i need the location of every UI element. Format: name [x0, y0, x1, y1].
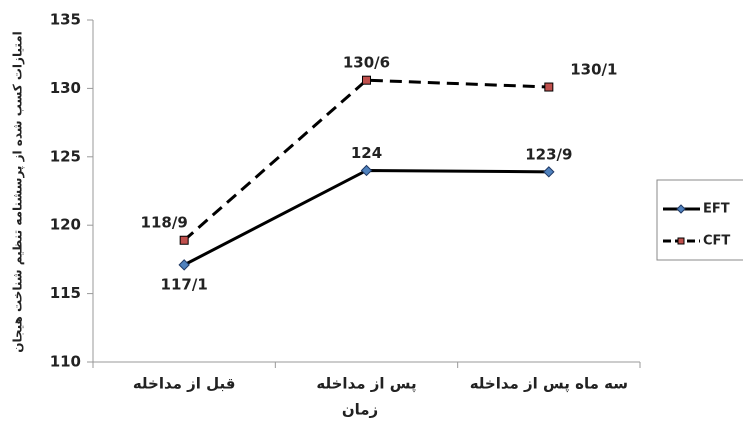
y-tick-label: 120 [50, 216, 81, 234]
legend-marker [676, 204, 686, 214]
y-axis-label: امتیازات کسب شده از پرسشنامه تنظیم شناخت… [11, 31, 25, 353]
x-tick-label: قبل از مداخله [133, 375, 236, 393]
data-label: 118/9 [141, 214, 188, 232]
y-tick-label: 130 [50, 79, 81, 97]
data-label: 117/1 [161, 275, 208, 293]
legend-marker [677, 237, 685, 245]
legend-label: CFT [703, 234, 730, 249]
x-axis-label: زمان [342, 401, 378, 419]
data-label: 130/1 [570, 61, 617, 79]
marker [178, 259, 190, 271]
series-line [183, 168, 549, 267]
marker [543, 166, 555, 178]
marker [544, 82, 554, 92]
series-line [183, 78, 549, 242]
data-label: 124 [351, 144, 382, 162]
marker [179, 235, 189, 245]
x-tick-label: پس از مداخله [316, 375, 416, 394]
data-label: 130/6 [343, 54, 390, 72]
y-tick-label: 115 [50, 284, 81, 302]
y-tick-label: 125 [50, 147, 81, 165]
data-label: 123/9 [525, 145, 572, 163]
y-tick-label: 135 [50, 11, 81, 29]
y-tick-label: 110 [50, 353, 81, 371]
marker [362, 75, 371, 85]
x-tick-label: سه ماه پس از مداخله [470, 375, 628, 394]
legend-box [656, 179, 743, 261]
legend-label: EFT [703, 202, 730, 217]
marker [360, 164, 373, 177]
